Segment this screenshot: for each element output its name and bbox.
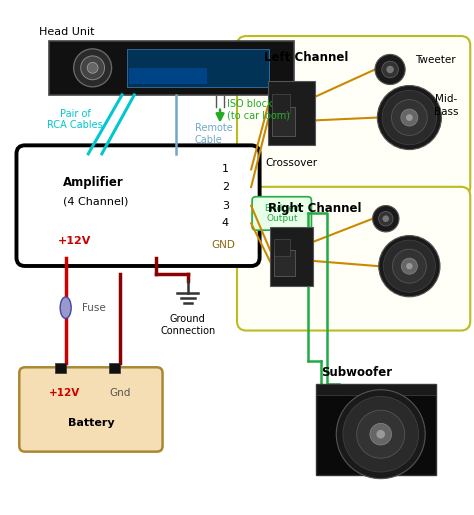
Circle shape xyxy=(383,240,436,292)
Circle shape xyxy=(81,56,105,80)
Circle shape xyxy=(87,62,98,73)
Text: Pair of
RCA Cables: Pair of RCA Cables xyxy=(47,109,103,130)
Bar xyxy=(316,384,436,396)
Circle shape xyxy=(377,85,441,149)
Circle shape xyxy=(392,99,427,135)
Ellipse shape xyxy=(60,297,71,318)
Bar xyxy=(127,49,269,87)
Bar xyxy=(48,41,293,95)
Circle shape xyxy=(336,390,425,478)
Text: Ground
Connection: Ground Connection xyxy=(160,314,215,336)
Text: Bass: Bass xyxy=(434,107,458,117)
Text: (4 Channel): (4 Channel) xyxy=(63,197,128,207)
Circle shape xyxy=(379,235,440,297)
Text: Subwoofer: Subwoofer xyxy=(321,366,393,379)
Text: Bridged
Output: Bridged Output xyxy=(264,203,300,223)
Circle shape xyxy=(376,430,385,439)
Bar xyxy=(268,81,315,145)
FancyBboxPatch shape xyxy=(17,145,260,266)
FancyBboxPatch shape xyxy=(237,187,470,331)
Circle shape xyxy=(383,215,389,222)
Circle shape xyxy=(382,90,437,145)
Circle shape xyxy=(370,423,392,445)
Text: Right Channel: Right Channel xyxy=(268,202,362,215)
Text: Battery: Battery xyxy=(68,418,114,427)
Circle shape xyxy=(406,263,412,269)
Circle shape xyxy=(343,397,419,472)
Circle shape xyxy=(392,249,426,283)
Bar xyxy=(316,384,436,475)
Circle shape xyxy=(406,114,413,121)
Text: Head Unit: Head Unit xyxy=(39,27,95,37)
Text: 4: 4 xyxy=(222,218,229,228)
Text: Gnd: Gnd xyxy=(109,388,131,399)
Text: Crossover: Crossover xyxy=(265,158,318,168)
Bar xyxy=(274,250,295,276)
Text: Fuse: Fuse xyxy=(82,303,106,313)
Bar xyxy=(129,68,208,84)
Text: Amplifier: Amplifier xyxy=(63,176,123,190)
Text: 1: 1 xyxy=(222,164,229,175)
Circle shape xyxy=(401,258,418,274)
Text: 3: 3 xyxy=(222,201,229,211)
Bar xyxy=(109,363,120,373)
Text: Left Channel: Left Channel xyxy=(264,51,349,64)
Bar xyxy=(272,107,295,135)
Circle shape xyxy=(386,66,394,73)
Text: ISO block
(to car loom): ISO block (to car loom) xyxy=(227,99,290,121)
Circle shape xyxy=(357,410,405,458)
Text: Tweeter: Tweeter xyxy=(415,55,456,64)
Bar xyxy=(272,94,290,113)
FancyBboxPatch shape xyxy=(237,36,470,196)
Text: Remote
Cable: Remote Cable xyxy=(195,123,233,145)
Circle shape xyxy=(373,205,399,232)
Text: 2: 2 xyxy=(222,182,229,192)
Bar xyxy=(270,227,313,286)
Text: Mid-: Mid- xyxy=(435,94,457,104)
Text: +12V: +12V xyxy=(49,388,80,399)
Circle shape xyxy=(73,49,111,87)
Circle shape xyxy=(382,61,398,78)
Circle shape xyxy=(379,212,393,226)
FancyBboxPatch shape xyxy=(19,367,163,452)
Bar xyxy=(55,363,66,373)
FancyBboxPatch shape xyxy=(252,197,311,230)
Text: +12V: +12V xyxy=(58,236,91,246)
Circle shape xyxy=(401,109,418,126)
Text: GND: GND xyxy=(211,240,235,250)
Circle shape xyxy=(375,55,405,84)
Bar xyxy=(274,238,290,256)
